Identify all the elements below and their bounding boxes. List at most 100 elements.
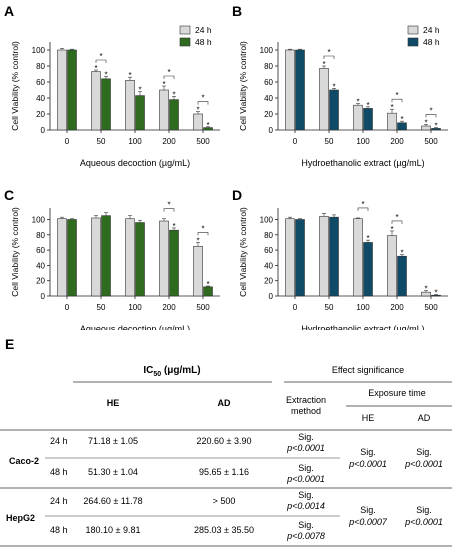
bracket-star: * xyxy=(99,52,102,61)
significance-star: * xyxy=(400,249,403,258)
bracket-star: * xyxy=(395,91,398,100)
significance-star: * xyxy=(390,225,393,234)
cell-line-label: HepG2 xyxy=(6,513,35,523)
y-tick-label: 40 xyxy=(264,94,273,103)
y-tick-label: 40 xyxy=(264,261,273,270)
y-tick-label: 80 xyxy=(264,231,273,240)
exposure-sig: Sig. xyxy=(360,505,376,515)
significance-star: * xyxy=(128,71,131,80)
y-tick-label: 60 xyxy=(264,246,273,255)
significance-star: * xyxy=(424,118,427,127)
significance-star: * xyxy=(172,222,175,231)
significance-star: * xyxy=(356,98,359,107)
exp-ad-header: AD xyxy=(418,413,431,423)
extraction-sig: Sig. xyxy=(298,463,314,473)
panel-label: A xyxy=(4,3,14,19)
significance-star: * xyxy=(434,288,437,297)
col-ad-header: AD xyxy=(218,398,231,408)
significance-star: * xyxy=(196,106,199,115)
time-cell: 24 h xyxy=(50,496,68,506)
significance-star: * xyxy=(94,64,97,73)
significance-bracket xyxy=(163,75,175,79)
legend-swatch xyxy=(407,25,419,35)
chart-panel-c: C 0 20 40 60 80 100 Cell Viability (% control) A… xyxy=(4,187,220,330)
significance-star: * xyxy=(162,80,165,89)
bracket-star: * xyxy=(201,94,204,103)
ad-value-cell: > 500 xyxy=(213,496,236,506)
significance-bracket xyxy=(323,55,335,59)
y-axis-label: Cell Viability (% control) xyxy=(238,207,248,297)
x-tick-label: 0 xyxy=(65,303,70,312)
cell-line-label: Caco-2 xyxy=(9,456,39,466)
significance-bracket xyxy=(95,59,107,63)
col-he-header: HE xyxy=(107,398,120,408)
y-axis-label: Cell Viability (% control) xyxy=(10,207,20,297)
chart-panel-a: A 0 20 40 60 80 100 Cell Viability (% control) A… xyxy=(4,3,220,168)
legend-label: 48 h xyxy=(423,37,440,47)
legend-label: 24 h xyxy=(423,25,440,35)
significance-star: * xyxy=(400,115,403,124)
x-tick-label: 100 xyxy=(128,137,142,146)
x-tick-label: 50 xyxy=(325,137,334,146)
x-axis-label: Aqueous decoction (µg/mL) xyxy=(80,158,190,168)
panel-label: C xyxy=(4,187,14,203)
y-tick-label: 20 xyxy=(36,277,45,286)
y-tick-label: 80 xyxy=(36,62,45,71)
charts-area: A 0 20 40 60 80 100 Cell Viability (% control) A… xyxy=(4,3,448,330)
significance-star: * xyxy=(434,122,437,131)
x-tick-label: 500 xyxy=(424,137,438,146)
x-tick-label: 500 xyxy=(196,137,210,146)
significance-bracket xyxy=(197,101,209,105)
y-tick-label: 20 xyxy=(264,277,273,286)
exposure-ad-p: p<0.0001 xyxy=(404,517,443,527)
extraction-p: p<0.0014 xyxy=(286,501,325,511)
significance-bracket xyxy=(357,207,369,211)
significance-bracket xyxy=(163,208,175,212)
x-axis-label: Aqueous decoction (µg/mL) xyxy=(80,324,190,330)
exposure-sig: Sig. xyxy=(416,447,432,457)
legend-label: 24 h xyxy=(195,25,212,35)
y-tick-label: 0 xyxy=(269,126,274,135)
exposure-he-p: p<0.0001 xyxy=(348,459,387,469)
significance-star: * xyxy=(332,82,335,91)
y-tick-label: 0 xyxy=(41,292,46,301)
significance-star: * xyxy=(196,236,199,245)
he-value-cell: 264.60 ± 11.78 xyxy=(83,496,142,506)
y-tick-label: 20 xyxy=(36,110,45,119)
legend-swatch xyxy=(179,25,191,35)
y-axis-label: Cell Viability (% control) xyxy=(10,41,20,131)
significance-star: * xyxy=(172,90,175,99)
y-tick-label: 0 xyxy=(41,126,46,135)
panel-label: B xyxy=(232,3,242,19)
panel-label: D xyxy=(232,187,242,203)
ad-value-cell: 95.65 ± 1.16 xyxy=(199,467,249,477)
x-tick-label: 100 xyxy=(356,303,370,312)
significance-bracket xyxy=(425,114,437,118)
y-tick-label: 60 xyxy=(36,246,45,255)
x-tick-label: 100 xyxy=(356,137,370,146)
significance-star: * xyxy=(366,234,369,243)
exposure-time-header: Exposure time xyxy=(368,388,426,398)
y-tick-label: 40 xyxy=(36,261,45,270)
y-tick-label: 60 xyxy=(264,78,273,87)
time-cell: 48 h xyxy=(50,467,68,477)
x-tick-label: 50 xyxy=(97,303,106,312)
significance-star: * xyxy=(206,280,209,289)
x-tick-label: 100 xyxy=(128,303,142,312)
x-tick-label: 0 xyxy=(65,137,70,146)
he-value-cell: 71.18 ± 1.05 xyxy=(88,436,138,446)
significance-star: * xyxy=(390,103,393,112)
ad-value-cell: 220.60 ± 3.90 xyxy=(197,436,252,446)
extraction-method-header: Extraction method xyxy=(286,395,326,416)
x-tick-label: 0 xyxy=(293,303,298,312)
significance-bracket xyxy=(197,232,209,236)
bracket-star: * xyxy=(167,201,170,210)
extraction-p: p<0.0001 xyxy=(286,474,325,484)
exposure-he-p: p<0.0007 xyxy=(348,517,388,527)
bracket-star: * xyxy=(167,68,170,77)
exposure-ad-p: p<0.0001 xyxy=(404,459,443,469)
legend-label: 48 h xyxy=(195,37,212,47)
extraction-sig: Sig. xyxy=(298,432,314,442)
x-tick-label: 200 xyxy=(390,303,404,312)
